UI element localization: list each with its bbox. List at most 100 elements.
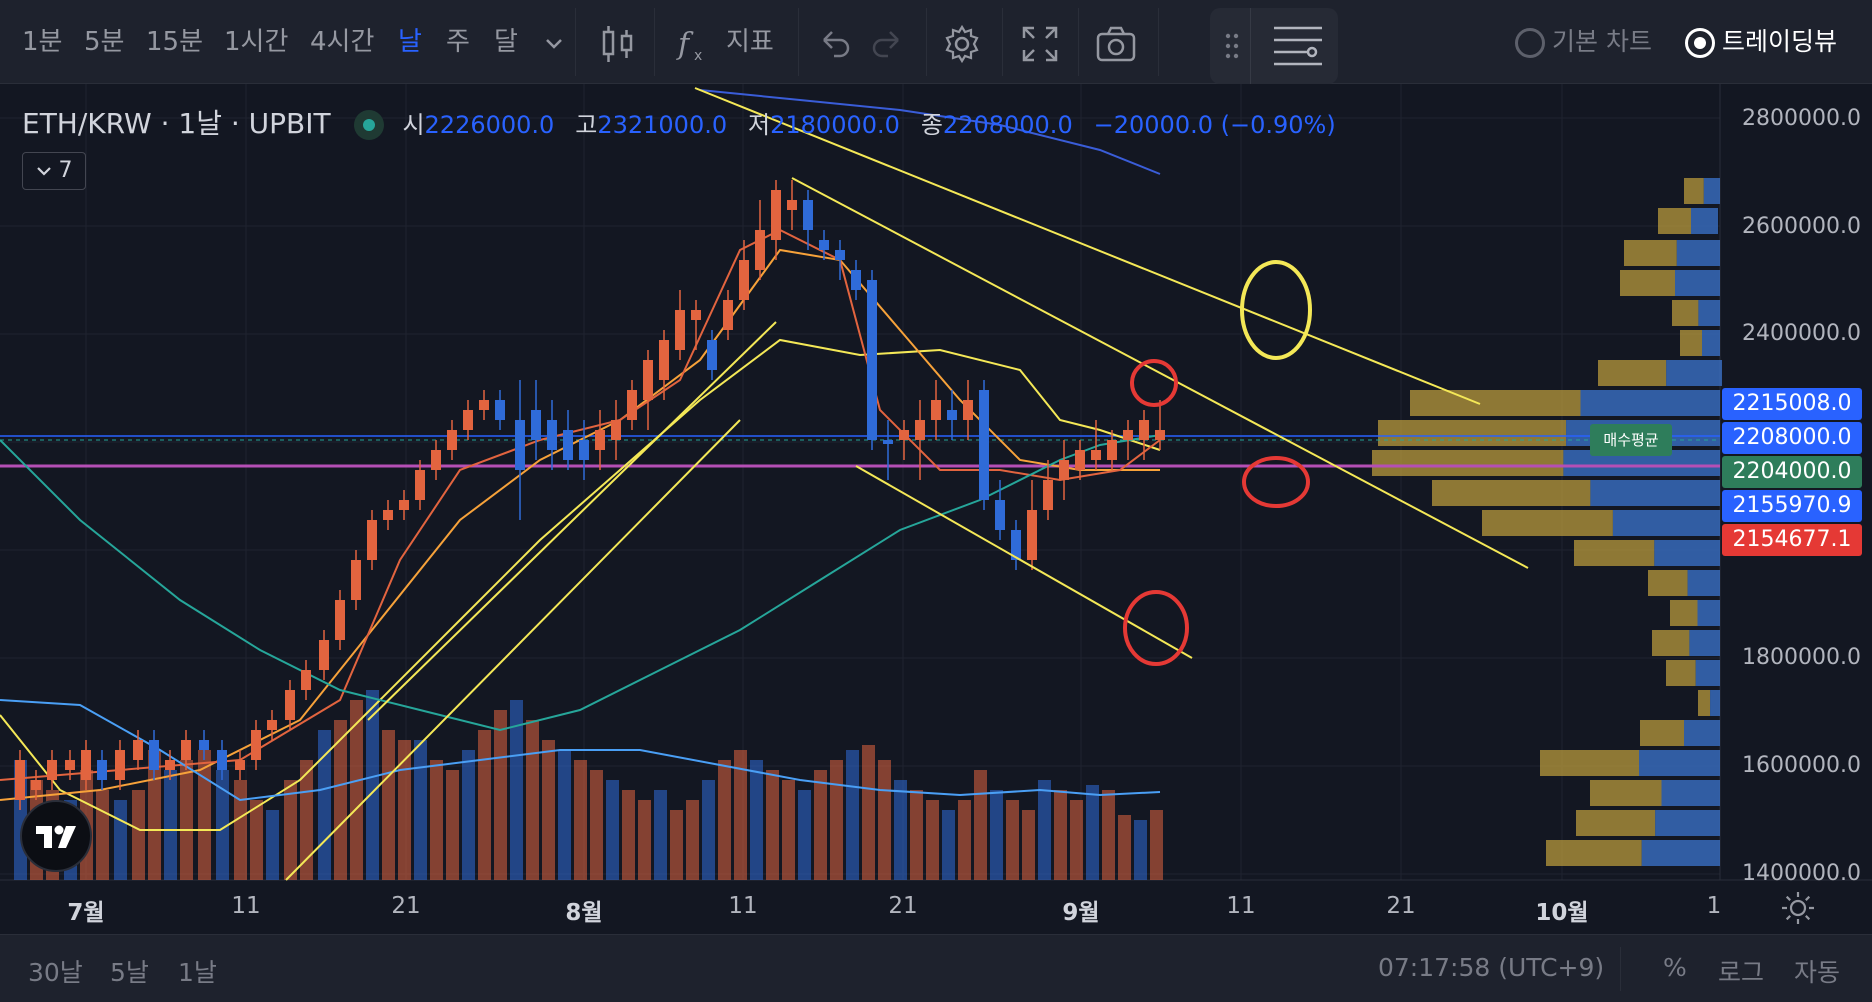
candle-body bbox=[627, 390, 637, 420]
candle-body bbox=[1059, 460, 1069, 480]
interval-day[interactable]: 날 bbox=[398, 27, 422, 57]
volume-profile-bar bbox=[1482, 510, 1613, 536]
volume-bar bbox=[132, 790, 145, 880]
trend-line bbox=[791, 177, 1529, 569]
chart-area[interactable] bbox=[0, 84, 1872, 934]
drag-handle-icon[interactable] bbox=[1224, 30, 1240, 62]
undo-icon[interactable] bbox=[812, 22, 856, 66]
redo-icon[interactable] bbox=[866, 22, 910, 66]
volume-bar bbox=[234, 780, 247, 880]
candle-body bbox=[217, 750, 227, 770]
moving-average-line bbox=[0, 434, 1161, 732]
interval-week[interactable]: 주 bbox=[446, 27, 470, 57]
candle-style-icon[interactable] bbox=[596, 22, 640, 66]
volume-bar bbox=[494, 710, 507, 880]
time-label: 8월 bbox=[565, 900, 603, 926]
camera-icon[interactable] bbox=[1094, 22, 1138, 66]
log-toggle[interactable]: 로그 bbox=[1718, 958, 1765, 987]
volume-profile-bar bbox=[1612, 510, 1720, 536]
open-key: 시 bbox=[402, 111, 425, 139]
volume-profile-bar bbox=[1378, 420, 1567, 446]
candle-body bbox=[97, 760, 107, 780]
candle-body bbox=[611, 420, 621, 440]
volume-profile-bar bbox=[1695, 660, 1720, 686]
candle-body bbox=[1027, 510, 1037, 560]
candle-body bbox=[335, 600, 345, 640]
volume-profile-bar bbox=[1639, 750, 1720, 776]
volume-profile-bar bbox=[1624, 240, 1677, 266]
interval-month[interactable]: 달 bbox=[494, 27, 518, 57]
candle-body bbox=[199, 740, 209, 750]
symbol-name[interactable]: ETH/KRW bbox=[22, 107, 152, 140]
volume-bar bbox=[926, 800, 939, 880]
volume-profile-bar bbox=[1574, 540, 1655, 566]
drawing-tools-icon[interactable] bbox=[1272, 24, 1324, 68]
volume-bar bbox=[590, 770, 603, 880]
candle-body bbox=[1011, 530, 1021, 560]
volume-profile-bar bbox=[1703, 178, 1720, 204]
interval-5m[interactable]: 5분 bbox=[84, 27, 125, 57]
tradingview-label[interactable]: 트레이딩뷰 bbox=[1722, 27, 1838, 56]
candle-body bbox=[81, 750, 91, 780]
interval-1m[interactable]: 1분 bbox=[22, 27, 63, 57]
volume-profile-bar bbox=[1666, 660, 1696, 686]
volume-bar bbox=[198, 750, 211, 880]
volume-bar bbox=[1054, 790, 1067, 880]
tradingview-logo[interactable] bbox=[20, 800, 92, 872]
sun-icon[interactable] bbox=[1780, 890, 1816, 926]
candle-body bbox=[547, 420, 557, 450]
tradingview-radio[interactable] bbox=[1685, 28, 1715, 58]
range-1d[interactable]: 1날 bbox=[178, 958, 217, 987]
volume-bar bbox=[526, 720, 539, 880]
candle-body bbox=[181, 740, 191, 760]
time-label: 9월 bbox=[1062, 900, 1100, 926]
gear-icon[interactable] bbox=[940, 22, 984, 66]
volume-bar bbox=[1006, 800, 1019, 880]
candle-body bbox=[723, 300, 733, 330]
price-chart[interactable] bbox=[0, 84, 1872, 934]
candle-body bbox=[531, 410, 541, 440]
volume-profile-bar bbox=[1691, 208, 1718, 234]
percent-toggle[interactable]: % bbox=[1663, 953, 1687, 982]
interval-15m[interactable]: 15분 bbox=[146, 27, 204, 57]
candle-body bbox=[1155, 430, 1165, 440]
toolbar-divider bbox=[654, 8, 655, 76]
toolbar-divider bbox=[575, 8, 576, 76]
candle-body bbox=[979, 390, 989, 500]
volume-profile-bar bbox=[1698, 690, 1711, 716]
fullscreen-icon[interactable] bbox=[1018, 22, 1062, 66]
price-label: 1400000.0 bbox=[1742, 861, 1861, 886]
basic-chart-radio[interactable] bbox=[1515, 28, 1545, 58]
indicators-button[interactable]: 지표 bbox=[726, 27, 774, 57]
svg-text:x: x bbox=[694, 48, 702, 64]
candle-body bbox=[963, 400, 973, 420]
volume-bar bbox=[574, 760, 587, 880]
volume-profile-bar bbox=[1666, 360, 1722, 386]
interval-1h[interactable]: 1시간 bbox=[224, 27, 289, 57]
candle-body bbox=[659, 340, 669, 380]
candle-body bbox=[47, 760, 57, 780]
indicators-collapse-button[interactable]: 7 bbox=[22, 152, 86, 190]
price-tag-current: 2208000.0 bbox=[1722, 422, 1862, 454]
price-label: 2600000.0 bbox=[1742, 214, 1861, 239]
trend-line bbox=[285, 419, 741, 881]
volume-bar bbox=[398, 740, 411, 880]
candle-body bbox=[579, 440, 589, 460]
clock[interactable]: 07:17:58 (UTC+9) bbox=[1378, 953, 1605, 982]
interval-4h[interactable]: 4시간 bbox=[310, 27, 375, 57]
svg-text:f: f bbox=[676, 27, 694, 62]
chevron-down-icon[interactable] bbox=[540, 30, 568, 58]
range-30d[interactable]: 30날 bbox=[28, 958, 83, 987]
time-label: 21 bbox=[1386, 893, 1416, 919]
auto-toggle[interactable]: 자동 bbox=[1794, 958, 1841, 987]
candle-body bbox=[1123, 430, 1133, 440]
candle-body bbox=[803, 200, 813, 230]
candle-body bbox=[1107, 440, 1117, 460]
basic-chart-label[interactable]: 기본 차트 bbox=[1552, 27, 1652, 56]
volume-bar bbox=[750, 760, 763, 880]
range-5d[interactable]: 5날 bbox=[110, 958, 149, 987]
moving-average-line bbox=[0, 699, 1161, 802]
annotation-ellipse bbox=[1130, 359, 1178, 407]
drawing-toolbar-handle[interactable] bbox=[1210, 8, 1338, 84]
